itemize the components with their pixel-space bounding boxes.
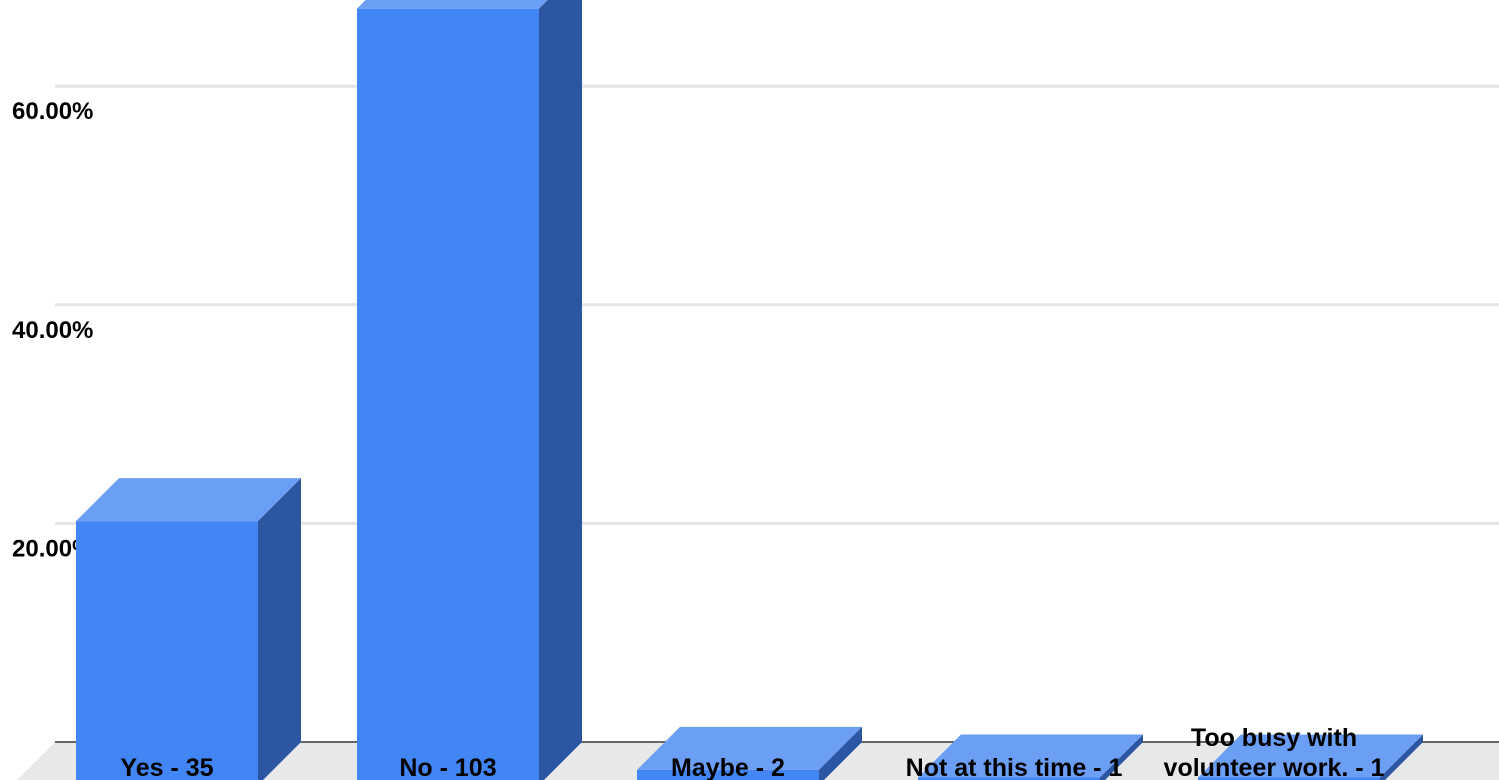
bar-side [819,726,862,780]
bar-top [1198,734,1423,778]
category-label-line: No - 103 [399,754,496,780]
bar [1198,734,1423,780]
bar [357,0,582,780]
bar-top [76,478,301,522]
bar-front [918,777,1100,780]
category-label: Too busy with volunteer work. - 1 [1164,724,1385,780]
category-label: Not at this time - 1 [906,754,1123,780]
bar-side [258,478,301,780]
category-label-line: volunteer work. - 1 [1164,754,1385,780]
category-label: Maybe - 2 [671,754,785,780]
bar-front [637,769,819,780]
bar-top [918,734,1143,778]
bar [918,734,1143,780]
bar [76,478,301,780]
bar-top [637,726,862,770]
category-labels: Yes - 35 No - 103 Maybe - 2 Not at this tim… [120,724,1384,780]
bar-front [1198,777,1380,780]
category-label: No - 103 [399,754,496,780]
y-tick-label: 60.00% [12,98,93,125]
category-label: Yes - 35 [120,754,213,780]
bar [637,726,862,780]
bar-side [539,0,582,780]
bar-front [357,8,539,780]
bar-side [1100,734,1143,780]
bar-top [357,0,548,9]
category-label-line: Yes - 35 [120,754,213,780]
category-label-line: Maybe - 2 [671,754,785,780]
bar-front [76,521,258,780]
category-label-line: Too busy with [1191,724,1357,752]
y-axis-tick-labels: 20.00%40.00%60.00% [12,98,93,562]
bars [76,0,1423,780]
bar-side [1380,734,1423,780]
category-label-line: Not at this time - 1 [906,754,1123,780]
y-tick-label: 40.00% [12,317,93,344]
